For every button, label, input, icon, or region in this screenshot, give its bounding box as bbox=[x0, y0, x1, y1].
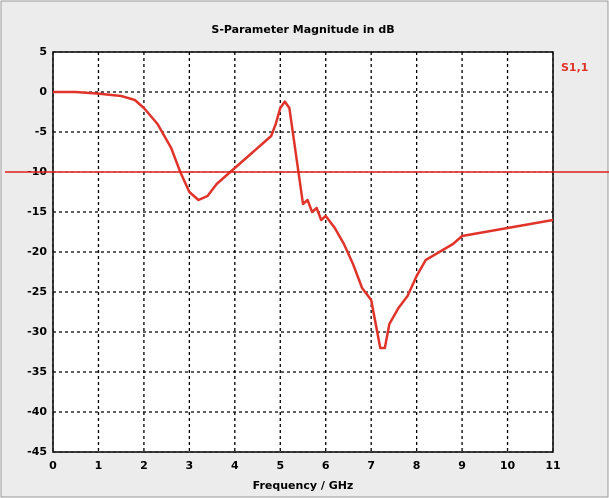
x-tick-label: 8 bbox=[413, 459, 421, 472]
y-tick-label: -25 bbox=[27, 285, 47, 298]
y-tick-label: -30 bbox=[27, 325, 47, 338]
y-tick-label: -45 bbox=[27, 445, 47, 458]
series-line bbox=[53, 90, 554, 350]
x-tick-label: 4 bbox=[231, 459, 239, 472]
x-tick-label: 2 bbox=[140, 459, 148, 472]
x-tick-label: 7 bbox=[367, 459, 375, 472]
x-tick-label: 6 bbox=[322, 459, 330, 472]
x-tick-label: 9 bbox=[458, 459, 466, 472]
x-tick-label: 5 bbox=[276, 459, 284, 472]
y-tick-label: 5 bbox=[39, 45, 47, 58]
x-tick-label: 10 bbox=[500, 459, 516, 472]
y-tick-label: -40 bbox=[27, 405, 47, 418]
legend-label: S1,1 bbox=[561, 61, 588, 74]
y-tick-label: -20 bbox=[27, 245, 47, 258]
x-tick-label: 3 bbox=[186, 459, 194, 472]
y-tick-label: -15 bbox=[27, 205, 47, 218]
chart-title: S-Parameter Magnitude in dB bbox=[211, 23, 394, 36]
x-tick-label: 11 bbox=[545, 459, 560, 472]
y-tick-label: 0 bbox=[39, 85, 47, 98]
x-tick-label: 0 bbox=[49, 459, 57, 472]
plot-border bbox=[52, 51, 554, 453]
x-axis-label: Frequency / GHz bbox=[253, 479, 354, 492]
y-tick-label: -35 bbox=[27, 365, 47, 378]
x-tick-label: 1 bbox=[95, 459, 103, 472]
y-tick-label: -5 bbox=[35, 125, 47, 138]
